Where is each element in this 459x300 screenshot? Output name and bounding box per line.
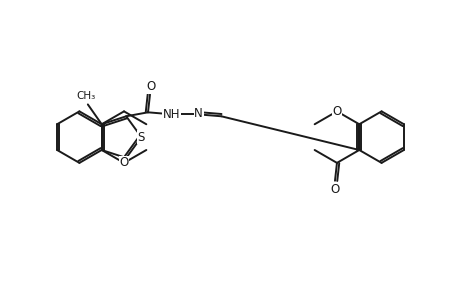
Text: O: O [331,105,341,118]
Text: N: N [194,107,202,120]
Text: O: O [119,156,129,170]
Text: O: O [146,80,155,93]
Text: O: O [330,183,339,196]
Text: CH₃: CH₃ [76,91,95,100]
Text: NH: NH [162,108,180,121]
Text: S: S [137,130,145,144]
